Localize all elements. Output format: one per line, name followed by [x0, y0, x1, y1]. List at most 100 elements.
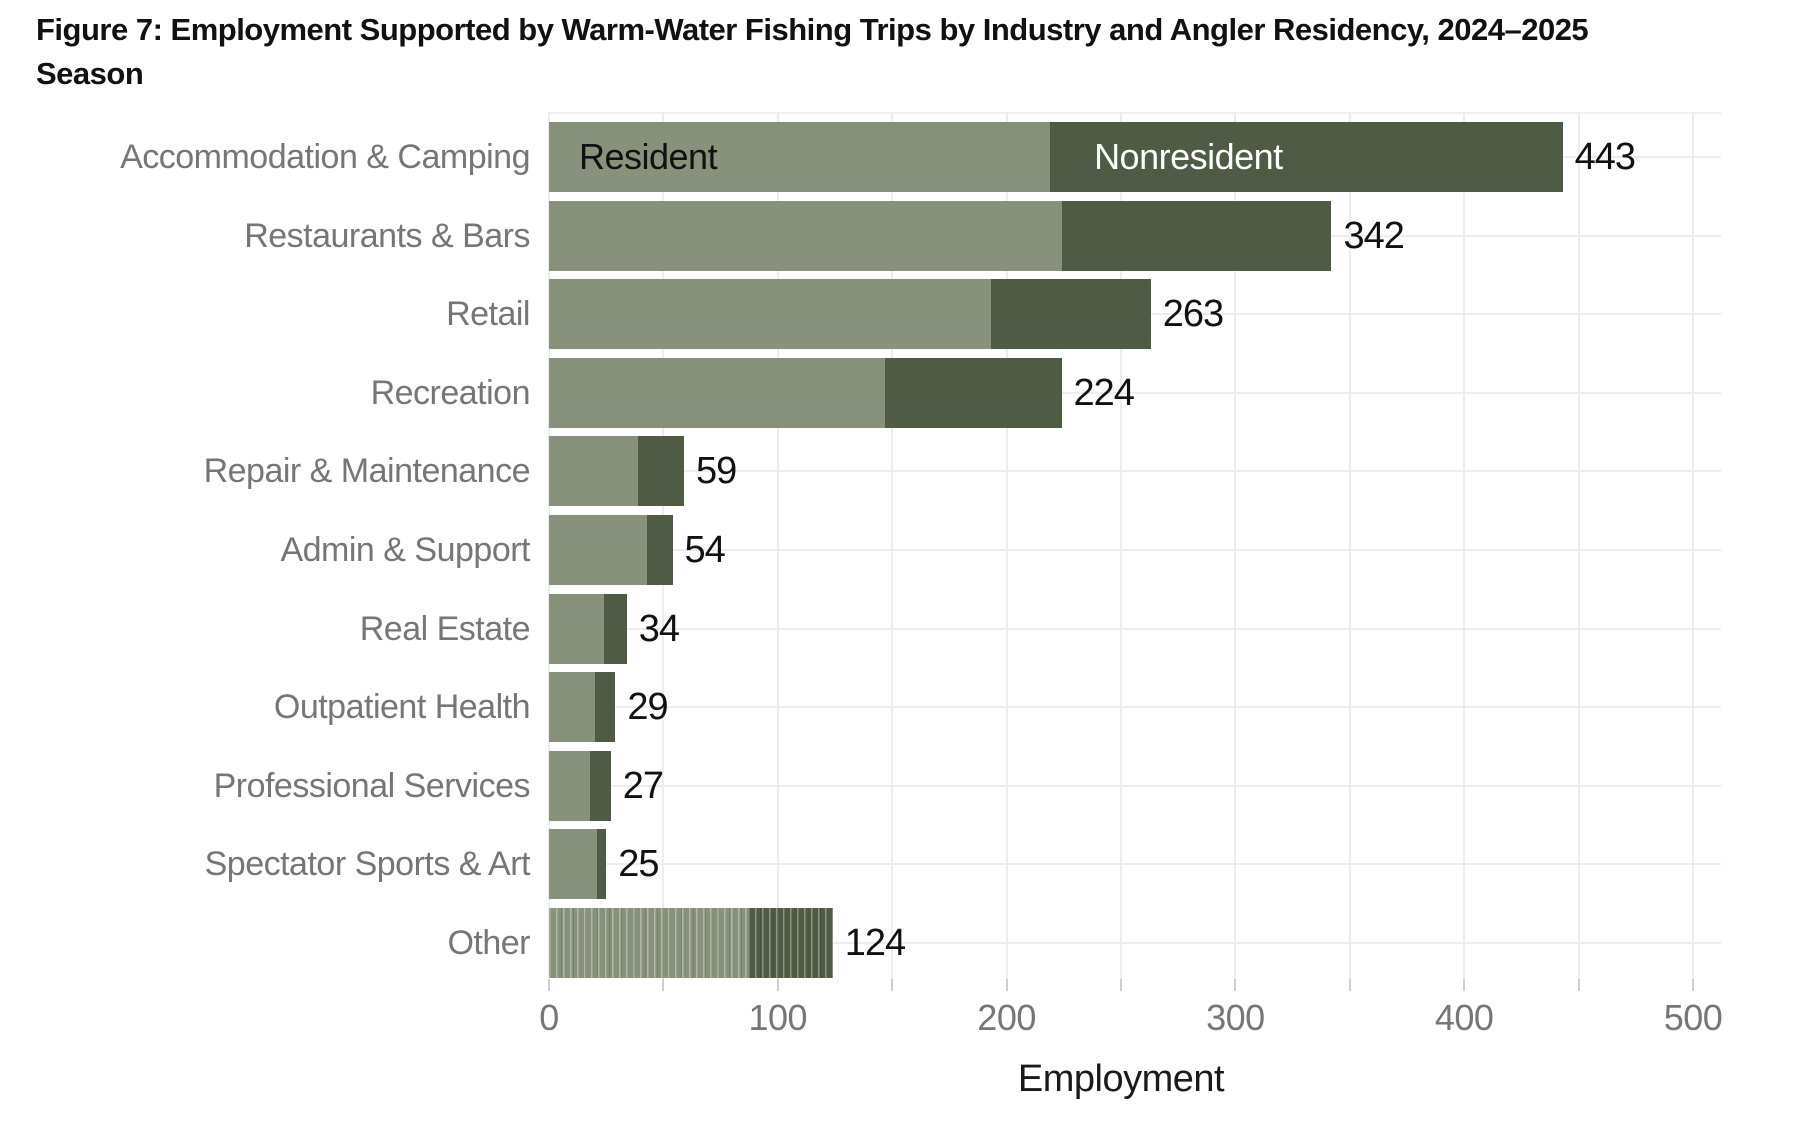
bar-row: 59: [549, 436, 1721, 507]
gridline-horizontal: [549, 627, 1721, 630]
series-label-resident: Resident: [579, 136, 718, 177]
tick-mark: [1348, 979, 1351, 991]
tick-label: 300: [1206, 997, 1265, 1038]
tick-mark: [1005, 979, 1008, 991]
gridline-vertical: [1463, 112, 1466, 979]
category-label: Other: [447, 924, 530, 962]
bar-segment-resident: [549, 908, 749, 978]
bar-segment-nonresident: [594, 672, 616, 743]
gridline-vertical: [891, 112, 894, 979]
bar-row: 29: [549, 672, 1721, 743]
category-label: Admin & Support: [280, 531, 530, 569]
gridline-vertical: [1692, 112, 1694, 979]
gridline-horizontal: [549, 470, 1721, 473]
bar-segment-nonresident: [1050, 122, 1563, 192]
category-axis: Accommodation & Camping Restaurants & Bar…: [0, 112, 530, 979]
bar-total-label: 29: [627, 686, 668, 729]
tick-label: 200: [977, 997, 1036, 1038]
tick-mark: [1577, 979, 1580, 991]
tick-mark: [891, 979, 894, 991]
bar-segment-resident: [549, 122, 1051, 192]
x-axis-title-wrap: Employment: [549, 1058, 1693, 1101]
series-label-nonresident: Nonresident: [1094, 136, 1283, 177]
bar-row: 54: [549, 515, 1721, 585]
bar-total-label: 25: [618, 843, 659, 886]
gridline-vertical: [776, 112, 779, 979]
tick-mark: [776, 979, 779, 991]
bar-segment-resident: [549, 593, 604, 664]
tick-mark: [1234, 979, 1237, 991]
bar-total-label: 224: [1073, 371, 1135, 414]
bar-segment-resident: [549, 515, 648, 585]
gridline-horizontal: [549, 549, 1721, 551]
bar-segment-nonresident: [885, 357, 1062, 428]
x-axis-title: Employment: [1017, 1058, 1225, 1100]
category-label: Accommodation & Camping: [120, 138, 530, 176]
tick-mark: [548, 979, 550, 991]
bar-row: 342: [549, 200, 1721, 271]
bar-row: 443 Resident Nonresident: [549, 122, 1721, 192]
gridline-horizontal: [549, 391, 1721, 394]
bar-row: 25: [549, 829, 1721, 900]
bar-segment-nonresident: [647, 515, 673, 585]
bar-segment-resident: [549, 436, 639, 507]
tick-label: 400: [1434, 997, 1494, 1038]
tick-label: 0: [539, 997, 559, 1038]
tick-label: 100: [748, 997, 808, 1038]
tick-mark: [1692, 979, 1694, 991]
category-label: Real Estate: [359, 609, 531, 648]
plot-area: 443 Resident Nonresident 342 263 224 59 54 34 29 2…: [548, 112, 1721, 979]
chart-title-line1: Figure 7: Employment Supported by Warm-W…: [36, 12, 1589, 47]
gridline-horizontal: [549, 942, 1721, 944]
category-label: Outpatient Health: [273, 688, 531, 727]
tick-mark: [1463, 979, 1466, 991]
bar-segment-nonresident: [990, 279, 1151, 350]
bar-segment-resident: [549, 200, 1062, 271]
bar-total-label: 54: [684, 529, 726, 571]
bar-segment-resident: [549, 672, 595, 743]
bar-segment-resident: [549, 279, 991, 350]
bar-total-label: 59: [695, 450, 737, 493]
gridline-vertical: [1005, 112, 1008, 979]
gridline-vertical: [1348, 112, 1351, 979]
tick-mark: [662, 979, 665, 991]
bar-segment-nonresident: [638, 436, 684, 507]
bar-row: 224: [549, 357, 1721, 428]
category-label: Restaurants & Bars: [244, 216, 530, 255]
gridline-horizontal: [549, 784, 1721, 787]
chart-title: Figure 7: Employment Supported by Warm-W…: [36, 8, 1781, 96]
gridline-vertical: [1120, 112, 1122, 979]
bar-total-label: 124: [844, 922, 906, 964]
tick-mark: [1120, 979, 1122, 991]
bar-segment-nonresident: [597, 829, 607, 900]
bar-segment-nonresident: [603, 593, 627, 664]
tick-label: 500: [1663, 997, 1723, 1038]
bar-total-label: 342: [1343, 214, 1404, 257]
chart-title-line2: Season: [36, 56, 144, 92]
category-label: Repair & Maintenance: [203, 452, 531, 491]
category-label: Recreation: [370, 373, 531, 412]
bar-total-label: 34: [638, 607, 680, 650]
bar-segment-nonresident: [1061, 200, 1332, 271]
bar-total-label: 443: [1574, 136, 1636, 178]
gridline-horizontal: [549, 706, 1721, 709]
gridline-vertical: [1234, 112, 1237, 979]
bar-total-label: 27: [622, 764, 664, 807]
category-label: Professional Services: [213, 766, 531, 805]
panel-top-border: [549, 112, 1721, 114]
category-label: Retail: [446, 295, 530, 334]
category-label: Spectator Sports & Art: [204, 845, 531, 884]
bar-segment-nonresident: [590, 750, 611, 821]
x-axis: 0 100 200 300 400 500: [539, 979, 1789, 1054]
bar-row: 263: [549, 279, 1721, 350]
bar-row: 124: [549, 908, 1721, 978]
bar-segment-nonresident: [748, 908, 833, 978]
bar-segment-resident: [549, 829, 598, 900]
bar-row: 34: [549, 593, 1721, 664]
bar-segment-resident: [549, 357, 886, 428]
bar-total-label: 263: [1162, 293, 1224, 336]
bar-segment-resident: [549, 750, 591, 821]
gridline-horizontal: [549, 863, 1721, 866]
gridline-vertical: [1577, 112, 1580, 979]
